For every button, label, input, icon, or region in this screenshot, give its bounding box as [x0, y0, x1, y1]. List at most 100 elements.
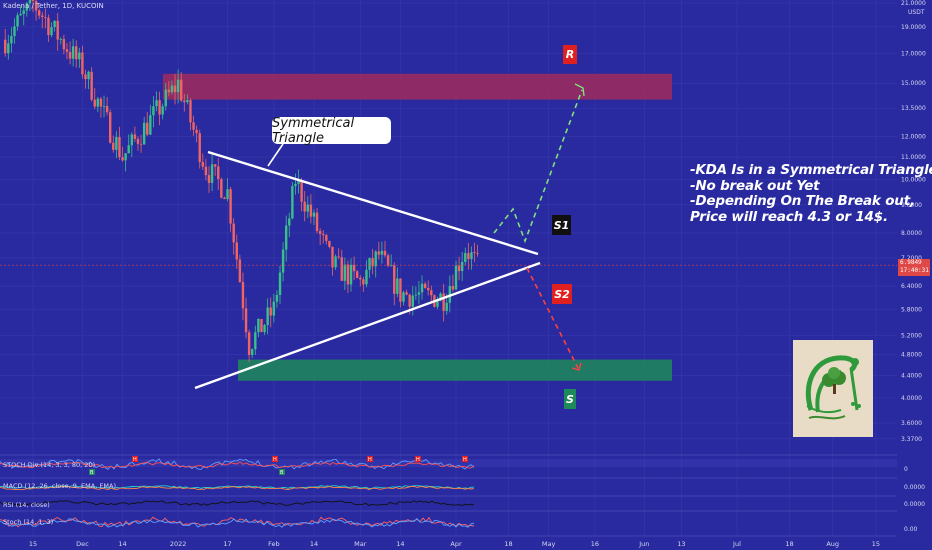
candle	[96, 96, 100, 113]
candle	[136, 136, 140, 151]
candle-body	[7, 43, 10, 54]
bar-countdown: 17:40:31	[900, 267, 929, 274]
price-tick-label: 5.2000	[901, 333, 922, 340]
indicator-label-stoch[interactable]: Stoch (14, 1, 3)	[3, 518, 54, 526]
price-tick-label: 5.8000	[901, 306, 922, 313]
candle-body	[396, 278, 399, 294]
indicator-axis-label: 0.0000	[904, 484, 925, 491]
candle	[436, 296, 439, 310]
indicator-label-macd[interactable]: MACD (12, 26, close, 9, EMA, EMA)	[3, 482, 117, 490]
candle-body	[127, 145, 130, 154]
candle	[309, 194, 313, 224]
candle-body	[121, 157, 124, 161]
candle-body	[13, 26, 16, 37]
candle-body	[41, 15, 44, 18]
indicator-label-rsi[interactable]: RSI (14, close)	[3, 501, 50, 509]
label-s1: S1	[552, 215, 571, 235]
candle-body	[322, 234, 325, 236]
candle	[41, 12, 44, 29]
triangle-callout: Symmetrical Triangle	[272, 116, 391, 146]
candle	[173, 74, 177, 105]
candle	[251, 348, 254, 359]
candle-body	[176, 79, 180, 93]
macd-line	[0, 485, 474, 490]
candle-body	[294, 183, 297, 187]
candle	[44, 8, 47, 29]
time-tick-label: 15	[872, 540, 880, 548]
candle	[192, 115, 195, 136]
candle	[25, 1, 29, 17]
macd-signal	[0, 486, 475, 491]
candle-body	[291, 186, 294, 219]
candle-body	[217, 166, 220, 180]
price-tick-label: 4.8000	[901, 352, 922, 359]
candle-body	[201, 161, 205, 167]
candle	[300, 177, 303, 212]
price-tick-label: 19.0000	[901, 24, 926, 31]
candle	[352, 256, 356, 281]
candle	[13, 18, 16, 44]
bearish-arrow-head	[571, 362, 582, 371]
candle	[235, 234, 238, 269]
candle	[281, 242, 285, 282]
candle-body	[112, 142, 115, 150]
price-tick-label: 7.2000	[901, 255, 922, 262]
candle	[217, 158, 220, 191]
support-zone	[238, 359, 672, 381]
candle-body	[229, 189, 232, 224]
candle	[105, 97, 109, 116]
price-tick-label: 21.0000	[901, 0, 926, 7]
candle-body	[210, 164, 214, 183]
candle-body	[436, 300, 439, 307]
candle	[176, 69, 180, 104]
candle	[322, 230, 325, 244]
symbol-title[interactable]: Kadena / Tether, 1D, KUCOIN	[3, 2, 104, 10]
candle	[377, 241, 381, 260]
candle	[247, 329, 251, 363]
candle-body	[244, 308, 248, 333]
candle	[417, 281, 421, 305]
candle	[146, 112, 149, 137]
candle	[170, 80, 174, 95]
candle-body	[115, 137, 118, 150]
candle	[411, 286, 414, 316]
candle	[393, 262, 396, 306]
candle-body	[309, 204, 313, 217]
candle-body	[235, 242, 238, 260]
price-axis: 21.0000 19.0000 17.0000 15.0000 13.5000 12.00…	[901, 0, 926, 443]
indicator-marker	[272, 456, 278, 462]
indicator-marker-label: H	[273, 457, 277, 463]
candle-body	[272, 301, 276, 316]
candle-body	[4, 39, 7, 54]
indicator-marker	[132, 456, 138, 462]
candle-body	[149, 115, 152, 135]
triangle-upper-line	[207, 150, 539, 256]
candle-body	[139, 143, 143, 145]
candle	[130, 132, 134, 158]
candle	[112, 135, 115, 153]
candle-body	[99, 98, 103, 107]
indicator-label-stoch-div[interactable]: STOCH Div (14, 3, 3, 80, 20)	[3, 461, 96, 469]
candle	[254, 325, 257, 356]
candle-body	[260, 318, 263, 333]
candle	[297, 169, 300, 194]
candle	[328, 240, 331, 249]
candle	[306, 196, 309, 219]
time-tick-label: Dec	[76, 540, 89, 548]
candle-body	[81, 52, 84, 75]
candle-body	[278, 272, 282, 295]
callout-pointer	[267, 143, 284, 167]
candle-body	[78, 52, 81, 60]
candle-body	[31, 0, 35, 1]
candles	[4, 0, 479, 363]
price-tick-label: 11.0000	[901, 154, 926, 161]
bullish-arrow-head	[574, 83, 585, 97]
price-tick-label: 6.4000	[901, 283, 922, 290]
indicator-marker-label: H	[133, 457, 137, 463]
candle	[405, 289, 408, 296]
candle-body	[380, 250, 384, 255]
candle	[180, 72, 183, 103]
candle	[389, 254, 393, 267]
candle	[383, 240, 387, 258]
